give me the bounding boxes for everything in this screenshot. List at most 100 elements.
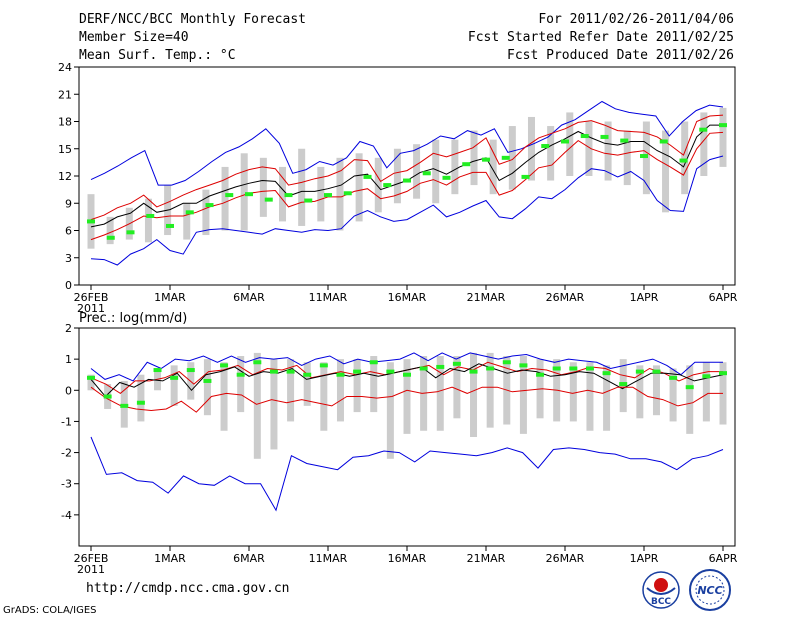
spread-bar bbox=[669, 368, 677, 422]
year-label: 2011 bbox=[77, 302, 105, 315]
y-tick-label: 0 bbox=[65, 384, 72, 397]
produced-date-label: Fcst Produced Date 2011/02/26 bbox=[507, 48, 734, 63]
spread-bar bbox=[393, 148, 401, 204]
spread-bar bbox=[202, 189, 210, 236]
spread-bar bbox=[527, 116, 535, 181]
x-tick-label: 26FEB bbox=[74, 552, 109, 565]
member-mark bbox=[343, 191, 352, 196]
member-mark bbox=[284, 193, 293, 198]
member-mark bbox=[87, 219, 95, 224]
x-tick-label: 1APR bbox=[630, 552, 659, 565]
series-line-mean bbox=[90, 363, 724, 398]
series-line-min bbox=[90, 436, 724, 512]
member-mark bbox=[269, 369, 278, 374]
member-mark bbox=[552, 366, 561, 371]
y-tick-label: 12 bbox=[58, 170, 72, 183]
series-line-min bbox=[90, 155, 724, 266]
y-tick-label: 9 bbox=[65, 197, 72, 210]
member-mark bbox=[403, 372, 411, 377]
spread-bar bbox=[547, 126, 555, 181]
member-mark bbox=[336, 372, 345, 377]
series-line-max bbox=[90, 352, 723, 382]
member-mark bbox=[462, 162, 471, 167]
member-mark bbox=[521, 174, 530, 179]
member-mark bbox=[486, 366, 495, 371]
spread-bar bbox=[237, 356, 245, 413]
spread-bar bbox=[183, 203, 191, 240]
member-mark bbox=[620, 138, 629, 143]
spread-bar bbox=[137, 374, 145, 422]
member-size-label: Member Size=40 bbox=[79, 30, 189, 45]
member-mark bbox=[220, 363, 229, 368]
spread-bar bbox=[353, 359, 361, 413]
member-mark bbox=[619, 382, 628, 387]
y-tick-label: 6 bbox=[65, 225, 72, 238]
spread-bar bbox=[686, 365, 694, 434]
member-mark bbox=[186, 368, 195, 373]
spread-bar bbox=[240, 153, 248, 231]
spread-bar bbox=[486, 352, 494, 428]
x-tick-label: 26MAR bbox=[546, 552, 585, 565]
member-mark bbox=[264, 197, 273, 202]
series-line-lower bbox=[90, 386, 723, 413]
member-mark bbox=[580, 134, 589, 139]
member-mark bbox=[482, 157, 490, 162]
member-mark bbox=[541, 144, 550, 149]
spread-bar bbox=[317, 166, 325, 222]
x-tick-label: 16MAR bbox=[388, 291, 427, 304]
x-tick-label: 11MAR bbox=[309, 552, 348, 565]
spread-bar bbox=[702, 362, 710, 422]
member-mark bbox=[386, 369, 395, 374]
member-mark bbox=[166, 223, 174, 228]
member-mark bbox=[146, 213, 155, 218]
member-mark bbox=[602, 371, 611, 376]
spread-bar bbox=[623, 130, 631, 186]
member-mark bbox=[170, 375, 179, 380]
y-tick-label: -2 bbox=[61, 447, 72, 460]
spread-bar bbox=[652, 365, 660, 416]
member-mark bbox=[324, 193, 332, 198]
spread-bar bbox=[279, 166, 287, 222]
forecast-period-label: For 2011/02/26-2011/04/06 bbox=[538, 12, 734, 27]
member-mark bbox=[253, 360, 262, 365]
member-mark bbox=[419, 366, 428, 371]
spread-bar bbox=[320, 362, 328, 431]
member-mark bbox=[286, 369, 295, 374]
spread-bar bbox=[106, 216, 114, 245]
member-mark bbox=[369, 360, 378, 365]
spread-bar bbox=[403, 359, 411, 434]
y-tick-label: 15 bbox=[58, 143, 72, 156]
member-mark bbox=[569, 366, 578, 371]
spread-bar bbox=[220, 362, 228, 431]
y-tick-label: 0 bbox=[65, 279, 72, 292]
y-tick-label: 24 bbox=[58, 61, 72, 74]
member-mark bbox=[363, 174, 372, 179]
member-mark bbox=[436, 364, 445, 369]
member-mark bbox=[585, 366, 594, 371]
spread-bar bbox=[586, 362, 594, 431]
y-tick-label: 1 bbox=[65, 353, 72, 366]
spread-bar bbox=[221, 166, 229, 231]
spread-bar bbox=[253, 352, 261, 459]
member-mark bbox=[519, 363, 528, 368]
spread-bar bbox=[87, 374, 95, 391]
x-tick-label: 1MAR bbox=[154, 552, 186, 565]
spread-bar bbox=[569, 362, 577, 422]
member-mark bbox=[652, 369, 661, 374]
x-tick-label: 6MAR bbox=[233, 552, 265, 565]
spread-bar bbox=[451, 139, 459, 195]
member-mark bbox=[136, 400, 145, 405]
spread-bar bbox=[413, 144, 421, 199]
ncc-logo-text: NCC bbox=[697, 584, 722, 597]
member-mark bbox=[719, 123, 727, 128]
member-mark bbox=[120, 403, 129, 408]
source-url[interactable]: http://cmdp.ncc.cma.gov.cn bbox=[86, 581, 290, 596]
spread-bar bbox=[432, 139, 440, 204]
member-mark bbox=[659, 139, 668, 144]
x-tick-label: 6APR bbox=[709, 291, 738, 304]
spread-bar bbox=[662, 130, 670, 213]
member-mark bbox=[561, 139, 569, 144]
precipitation-panel: -4 -3 -2 -1 0 1 2 26FEB 1MAR 6MAR 11MAR 16MAR 21MAR 2… bbox=[61, 322, 738, 576]
spread-bar bbox=[336, 157, 344, 231]
x-tick-label: 21MAR bbox=[467, 291, 506, 304]
